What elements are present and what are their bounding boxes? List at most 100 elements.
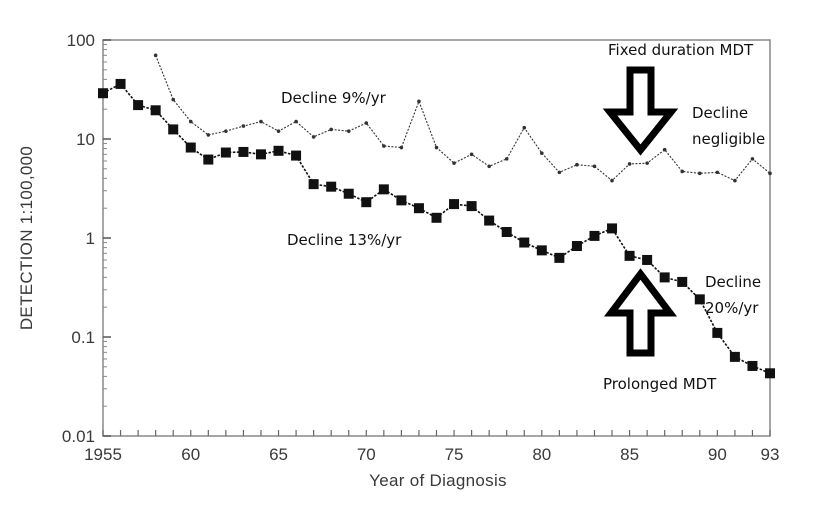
- data-point-dot: [645, 161, 649, 165]
- data-point-dot: [487, 164, 491, 169]
- data-point-square: [536, 245, 547, 256]
- data-point-square: [185, 142, 196, 153]
- data-point-square: [115, 78, 126, 89]
- data-point-square: [747, 360, 758, 371]
- data-point-dot: [259, 119, 263, 124]
- data-point-square: [273, 145, 284, 156]
- arrow-up-icon: [603, 268, 678, 357]
- x-tick-label: 80: [532, 445, 551, 464]
- data-point-square: [449, 199, 460, 210]
- data-point-dot: [750, 157, 755, 161]
- data-point-square: [694, 294, 705, 305]
- data-point-dot: [311, 135, 316, 139]
- data-point-square: [624, 250, 635, 261]
- data-point-dot: [224, 129, 228, 133]
- x-axis-title: Year of Diagnosis: [369, 471, 507, 490]
- data-point-square: [326, 181, 337, 192]
- data-point-dot: [188, 119, 193, 124]
- data-point-square: [255, 149, 266, 160]
- arrow-down-icon: [602, 66, 679, 156]
- x-tick-label: 70: [357, 445, 376, 464]
- y-axis-title: DETECTION 1:100,000: [17, 146, 36, 330]
- data-point-dot: [382, 144, 386, 148]
- data-point-dot: [434, 145, 439, 150]
- data-point-dot: [399, 145, 404, 150]
- data-point-square: [133, 100, 144, 111]
- data-point-dot: [241, 124, 246, 128]
- annotation-decline-13: Decline 13%/yr: [287, 231, 402, 249]
- data-point-dot: [417, 99, 421, 104]
- data-point-dot: [504, 157, 509, 161]
- data-point-square: [343, 188, 354, 199]
- data-point-dot: [346, 129, 351, 133]
- data-point-square: [396, 195, 407, 206]
- y-tick-label: 0.1: [71, 328, 95, 347]
- data-point-square: [168, 124, 179, 135]
- y-axis-ticks: 100 10 1 0.1 0.01: [62, 31, 111, 446]
- data-point-dot: [733, 178, 737, 183]
- data-point-dot: [575, 162, 579, 167]
- annotations: Decline 9%/yr Decline 13%/yr Fixed durat…: [281, 41, 765, 393]
- data-point-square: [659, 272, 670, 283]
- annotation-fixed-mdt: Fixed duration MDT: [608, 41, 754, 59]
- data-series: [98, 53, 775, 379]
- data-point-square: [589, 230, 600, 241]
- data-point-square: [308, 179, 319, 190]
- data-point-square: [150, 105, 161, 116]
- data-point-square: [220, 147, 231, 158]
- y-tick-label: 0.01: [62, 427, 95, 446]
- series-line-2: [155, 55, 771, 182]
- data-point-dot: [715, 170, 720, 175]
- data-point-square: [413, 203, 424, 214]
- data-point-square: [571, 241, 582, 252]
- data-point-square: [431, 212, 442, 223]
- data-point-dot: [627, 162, 632, 166]
- x-axis-ticks: 1955 60 65 70 75 80 85 90 93: [84, 430, 779, 464]
- data-point-dot: [540, 151, 544, 155]
- data-point-dot: [697, 171, 702, 176]
- x-tick-label: 65: [269, 445, 288, 464]
- data-point-square: [466, 201, 477, 212]
- annotation-prolonged-mdt: Prolonged MDT: [603, 375, 717, 393]
- data-point-dot: [206, 133, 211, 137]
- annotation-decline-20-1: Decline: [705, 273, 761, 291]
- annotation-decline-20-2: 20%/yr: [705, 299, 759, 317]
- data-point-dot: [592, 164, 597, 169]
- data-point-dot: [768, 171, 772, 176]
- data-point-square: [519, 237, 530, 248]
- data-point-square: [203, 154, 214, 165]
- data-point-square: [361, 197, 372, 208]
- data-point-dot: [662, 147, 667, 152]
- data-point-dot: [522, 125, 527, 130]
- y-tick-label: 100: [67, 31, 95, 50]
- data-point-square: [484, 215, 495, 226]
- data-point-square: [238, 146, 249, 157]
- series-line-1: [102, 82, 771, 375]
- data-point-dot: [610, 178, 614, 183]
- y-tick-label: 10: [76, 130, 95, 149]
- annotation-decline-negligible-2: negligible: [692, 130, 765, 148]
- x-tick-label: 90: [708, 445, 727, 464]
- data-point-square: [98, 88, 108, 99]
- data-point-square: [291, 150, 302, 161]
- data-point-dot: [171, 97, 176, 102]
- x-tick-label: 93: [761, 445, 780, 464]
- data-point-square: [642, 254, 653, 265]
- data-point-dot: [329, 127, 333, 132]
- annotation-decline-9: Decline 9%/yr: [281, 89, 387, 107]
- data-point-dot: [364, 121, 369, 125]
- data-point-dot: [469, 152, 474, 157]
- data-point-square: [607, 223, 618, 234]
- data-point-dot: [680, 169, 685, 174]
- annotation-decline-negligible-1: Decline: [692, 104, 748, 122]
- y-tick-label: 1: [86, 229, 95, 248]
- data-point-dot: [557, 170, 562, 175]
- data-point-square: [378, 184, 389, 195]
- x-tick-label: 1955: [84, 445, 122, 464]
- data-point-square: [712, 327, 723, 338]
- data-point-dot: [294, 119, 298, 124]
- data-point-square: [729, 351, 740, 362]
- data-point-square: [765, 368, 775, 379]
- data-point-square: [501, 226, 512, 237]
